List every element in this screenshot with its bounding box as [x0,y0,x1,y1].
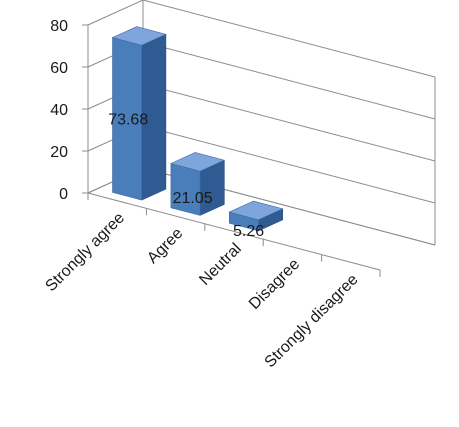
category-label: Strongly agree [42,209,128,295]
y-tick-label: 0 [59,186,68,203]
data-label: 5.26 [233,223,264,240]
category-labels: Strongly agree Agree Neutral Disagree St… [42,209,361,371]
bar [111,26,167,201]
category-label: Disagree [246,256,303,313]
data-label: 73.68 [108,112,148,129]
bar [228,200,284,232]
y-tick-label: 40 [50,102,68,119]
gridline [87,0,436,78]
bar-top [111,26,167,46]
bar-top [228,200,284,221]
y-axis-tick-labels: 0 20 40 60 80 [50,18,68,203]
bars [111,26,284,232]
y-tick-label: 80 [50,18,68,35]
bar [170,152,226,216]
y-tick-label: 60 [50,60,68,77]
category-label: Agree [144,225,186,267]
data-labels: 73.68 21.05 5.26 [108,112,264,240]
bar-top [170,152,226,172]
category-label: Neutral [196,240,244,288]
y-tick-label: 20 [50,144,68,161]
data-label: 21.05 [173,190,213,207]
